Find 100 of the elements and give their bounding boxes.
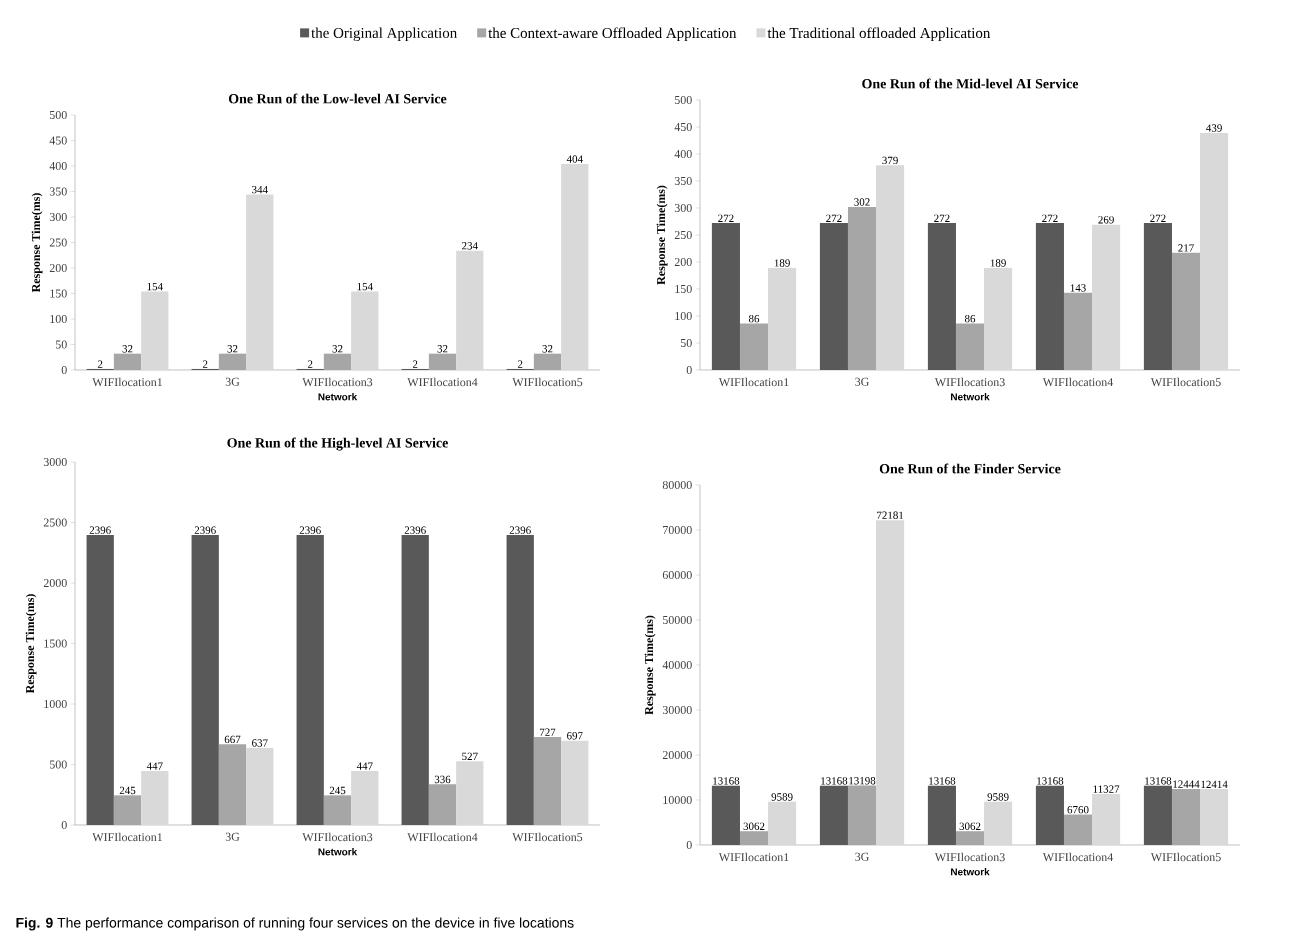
x-tick-label: WIFIlocation5 xyxy=(1150,852,1221,862)
data-label: 447 xyxy=(146,762,163,770)
y-tick-label: 70000 xyxy=(663,525,692,535)
bar xyxy=(191,535,219,825)
data-label: 2 xyxy=(412,360,418,368)
bar xyxy=(141,291,169,370)
x-tick-label: WIFIlocation1 xyxy=(718,377,789,387)
x-tick-label: WIFIlocation5 xyxy=(512,832,583,842)
data-label: 272 xyxy=(1150,214,1166,222)
bar xyxy=(113,795,142,825)
y-tick-label: 100 xyxy=(50,314,67,324)
data-label: 189 xyxy=(774,259,790,267)
y-tick-label: 350 xyxy=(49,187,67,196)
text: Fig. 9 The performance comparison of running four services on the device in five locations xyxy=(16,917,574,931)
data-label: 2396 xyxy=(89,526,111,534)
x-tick-label: 3G xyxy=(855,377,869,386)
data-label: 245 xyxy=(119,786,136,795)
x-tick-label: WIFIlocation3 xyxy=(302,377,373,387)
y-tick-label: 80000 xyxy=(662,480,692,490)
data-label: 697 xyxy=(567,732,583,740)
data-label: 9589 xyxy=(987,793,1009,801)
data-label: 637 xyxy=(252,739,268,747)
y-axis-title: Response Time(ms) xyxy=(644,615,656,715)
x-tick-label: WIFIlocation1 xyxy=(92,832,162,842)
y-tick-label: 250 xyxy=(674,230,692,240)
bar xyxy=(876,165,905,370)
y-tick-label: 0 xyxy=(61,820,67,830)
bar xyxy=(561,740,589,825)
legend-label: the Context-aware Offloaded Application xyxy=(488,27,737,42)
bar xyxy=(1143,223,1172,370)
y-tick-label: 450 xyxy=(49,136,67,145)
bar xyxy=(1092,794,1121,845)
bar xyxy=(955,831,985,845)
x-tick-label: WIFIlocation3 xyxy=(934,377,1005,387)
y-tick-label: 50 xyxy=(680,338,692,348)
bar xyxy=(984,801,1013,845)
bar xyxy=(218,353,247,370)
data-label: 72181 xyxy=(877,511,904,519)
y-tick-label: 50 xyxy=(55,340,67,349)
bar xyxy=(819,223,848,370)
bar xyxy=(711,785,740,845)
x-tick-label: WIFIlocation3 xyxy=(302,832,373,842)
bar xyxy=(1171,252,1201,370)
y-tick-label: 500 xyxy=(49,110,67,120)
data-label: 439 xyxy=(1206,124,1222,132)
bar xyxy=(739,323,769,370)
data-label: 217 xyxy=(1178,244,1194,252)
data-label: 379 xyxy=(882,156,898,165)
data-label: 269 xyxy=(1098,216,1114,224)
x-tick-label: WIFIlocation4 xyxy=(1042,377,1114,387)
bar xyxy=(876,520,905,845)
y-tick-label: 100 xyxy=(675,311,692,321)
bar xyxy=(1143,785,1172,845)
y-tick-label: 1500 xyxy=(44,639,67,648)
data-label: 404 xyxy=(566,155,583,163)
data-label: 667 xyxy=(224,735,241,744)
bar xyxy=(768,801,797,845)
data-label: 234 xyxy=(462,242,478,250)
data-label: 32 xyxy=(122,345,133,353)
bar xyxy=(847,785,877,845)
y-tick-label: 250 xyxy=(49,238,67,247)
data-label: 272 xyxy=(826,214,842,222)
x-axis-title: Network xyxy=(951,868,990,876)
bar xyxy=(506,535,534,825)
data-label: 154 xyxy=(147,282,163,291)
data-label: 11327 xyxy=(1093,785,1120,793)
bar xyxy=(1035,223,1064,370)
x-tick-label: 3G xyxy=(855,852,869,861)
data-label: 13168 xyxy=(1037,777,1064,785)
bar xyxy=(768,267,797,370)
x-tick-label: WIFIlocation4 xyxy=(407,832,478,842)
chart-title: One Run of the Low-level AI Service xyxy=(228,93,447,104)
y-tick-label: 150 xyxy=(675,284,692,294)
data-label: 527 xyxy=(462,752,478,761)
data-label: 2 xyxy=(202,360,208,368)
data-label: 9589 xyxy=(771,793,793,801)
data-label: 727 xyxy=(540,728,556,736)
bar xyxy=(1063,814,1093,845)
x-tick-label: WIFIlocation5 xyxy=(1150,377,1221,387)
data-label: 86 xyxy=(964,314,976,323)
y-tick-label: 300 xyxy=(674,203,692,213)
bar xyxy=(847,206,877,370)
x-tick-label: 3G xyxy=(225,832,240,841)
y-tick-label: 60000 xyxy=(662,570,692,580)
data-label: 32 xyxy=(227,345,238,353)
y-tick-label: 10000 xyxy=(663,795,692,805)
bar xyxy=(323,353,352,370)
y-tick-label: 2500 xyxy=(43,518,67,527)
bar xyxy=(533,353,562,370)
data-label: 86 xyxy=(748,314,760,323)
x-tick-label: WIFIlocation5 xyxy=(512,377,583,387)
bar xyxy=(296,535,324,825)
bar xyxy=(141,770,169,825)
y-tick-label: 50000 xyxy=(663,615,692,625)
data-label: 2 xyxy=(307,360,313,368)
bar xyxy=(86,535,114,825)
data-label: 12414 xyxy=(1201,780,1228,788)
data-label: 2 xyxy=(517,360,523,368)
x-tick-label: WIFIlocation4 xyxy=(407,377,478,387)
x-axis-title: Network xyxy=(318,848,358,856)
